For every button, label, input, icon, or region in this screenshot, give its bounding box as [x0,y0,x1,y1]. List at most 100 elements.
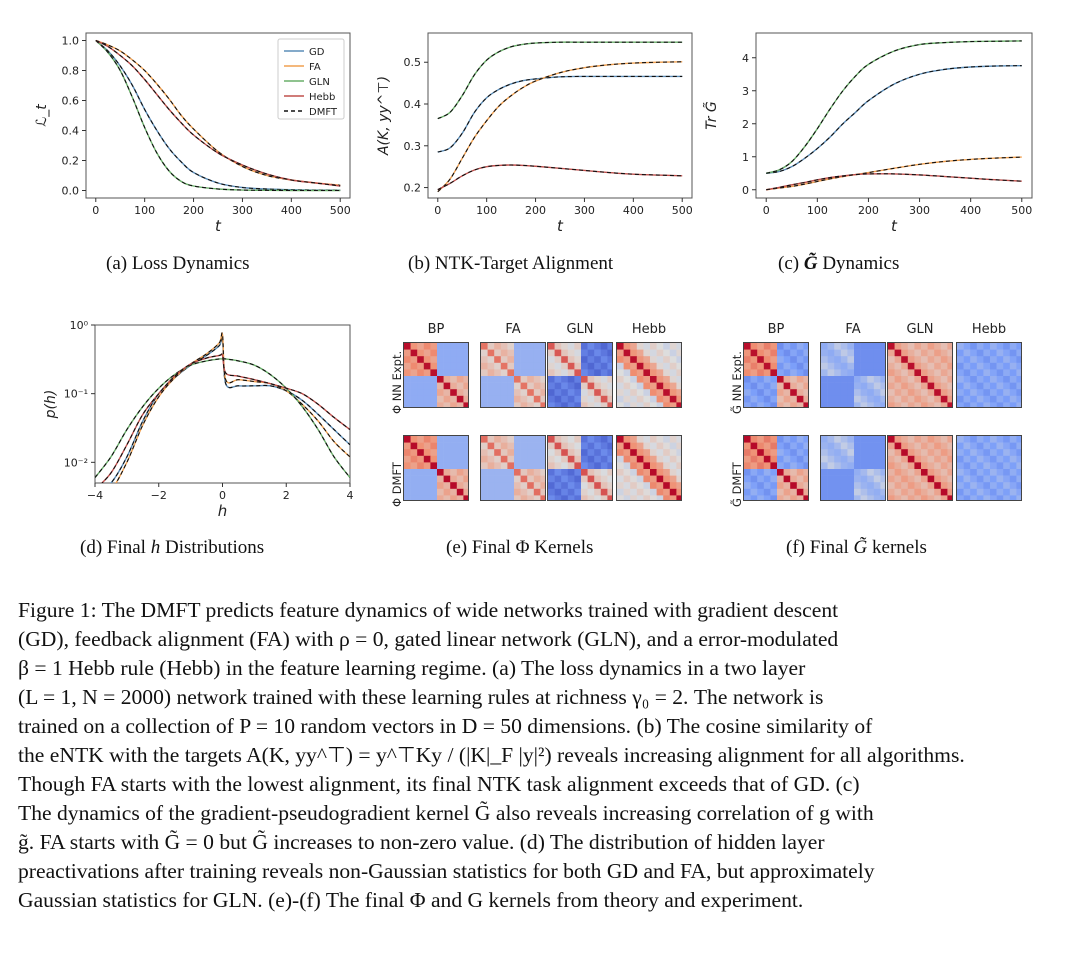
heatmap-cell [880,482,885,490]
heatmap-cell [854,436,861,443]
heatmap-cell [650,442,657,450]
heatmap-cell [663,343,671,350]
heatmap-cell [894,469,902,476]
subcaption-d-pre: Final [106,537,146,558]
heatmap-cell [796,455,804,463]
x-tick-label: 0 [219,489,226,502]
heatmap-cell [894,475,902,483]
heatmap-cell [796,442,804,450]
heatmap-cell [481,376,488,383]
heatmap-cell [623,455,631,463]
heatmap-cell [834,488,842,496]
heatmap-cell [854,495,861,500]
heatmap-cell [860,436,868,443]
heatmap-cell [636,475,644,483]
heatmap-cell [554,455,562,463]
heatmap-cell [947,475,952,483]
heatmap-cell [430,395,438,403]
heatmap-cell [520,362,528,370]
heatmap-cell [630,376,638,383]
heatmap-cell [854,356,861,364]
heatmap-cell [934,436,942,443]
heatmap-cell [901,488,909,496]
heatmap-cell [803,495,808,500]
heatmap-cell [581,362,588,370]
heatmap-cell [561,362,569,370]
heatmap-cell [894,442,902,450]
heatmap-cell [540,469,545,476]
heatmap-cell [847,389,855,397]
heatmap-cell [1009,449,1017,457]
heatmap-cell [963,469,971,476]
heatmap-cell [456,488,464,496]
heatmap-cell [417,482,425,490]
heatmap-cell [617,475,624,483]
heatmap-cell [456,362,464,370]
heatmap-cell [623,475,631,483]
heatmap-cell [914,482,922,490]
heatmap-cell [947,455,952,463]
heatmap-cell [623,436,631,443]
heatmap-cell [581,349,588,357]
heatmap-cell [514,475,521,483]
heatmap-cell [527,389,535,397]
heatmap-cell [669,436,677,443]
heatmap-cell [481,395,488,403]
heatmap-cell [600,488,608,496]
heatmap-cell [417,389,425,397]
heatmap-cell [770,475,778,483]
heatmap-cell [796,475,804,483]
kernel-column-title: GLN [566,322,594,337]
heatmap-cell [450,343,458,350]
heatmap-cell [669,455,677,463]
heatmap-cell [636,462,644,470]
heatmap-cell [643,356,651,364]
heatmap-cell [744,442,751,450]
heatmap-cell [947,462,952,470]
heatmap-cell [450,369,458,377]
heatmap-cell [763,369,771,377]
heatmap-cell [430,369,438,377]
heatmap-cell [847,449,855,457]
heatmap-cell [554,449,562,457]
heatmap-cell [907,449,915,457]
heatmap-cell [957,488,964,496]
heatmap-cell [456,382,464,390]
heatmap-cell [854,362,861,370]
heatmap-cell [656,349,664,357]
kernel-heatmap-bp-expt [743,342,809,408]
heatmap-cell [983,382,991,390]
heatmap-cell [417,376,425,383]
heatmap-cell [643,462,651,470]
heatmap-cell [840,495,848,500]
heatmap-cell [880,469,885,476]
heatmap-cell [554,362,562,370]
heatmap-cell [404,343,411,350]
heatmap-cell [410,495,418,500]
heatmap-cell [1009,475,1017,483]
heatmap-cell [873,356,881,364]
heatmap-cell [554,462,562,470]
heatmap-cell [888,343,895,350]
heatmap-cell [957,356,964,364]
heatmap-cell [907,362,915,370]
heatmap-cell [996,482,1004,490]
x-tick-label: 300 [232,204,253,217]
heatmap-cell [643,402,651,407]
heatmap-cell [487,442,495,450]
heatmap-cell [554,369,562,377]
heatmap-cell [957,389,964,397]
heatmap-cell [957,343,964,350]
caption-line: the eNTK with the targets A(K, yy^⊤) = y… [18,743,965,767]
heatmap-cell [450,395,458,403]
heatmap-cell [821,442,828,450]
heatmap-cell [520,462,528,470]
heatmap-cell [907,356,915,364]
heatmap-cell [940,382,948,390]
heatmap-cell [643,376,651,383]
heatmap-cell [581,382,588,390]
heatmap-cell [947,488,952,496]
heatmap-cell [976,462,984,470]
heatmap-cell [907,395,915,403]
subcaption-b-text: NTK-Target Alignment [434,253,614,274]
